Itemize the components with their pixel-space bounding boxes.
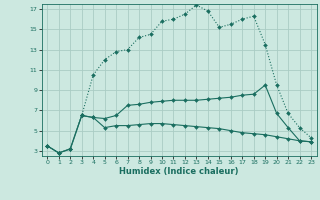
X-axis label: Humidex (Indice chaleur): Humidex (Indice chaleur) [119,167,239,176]
